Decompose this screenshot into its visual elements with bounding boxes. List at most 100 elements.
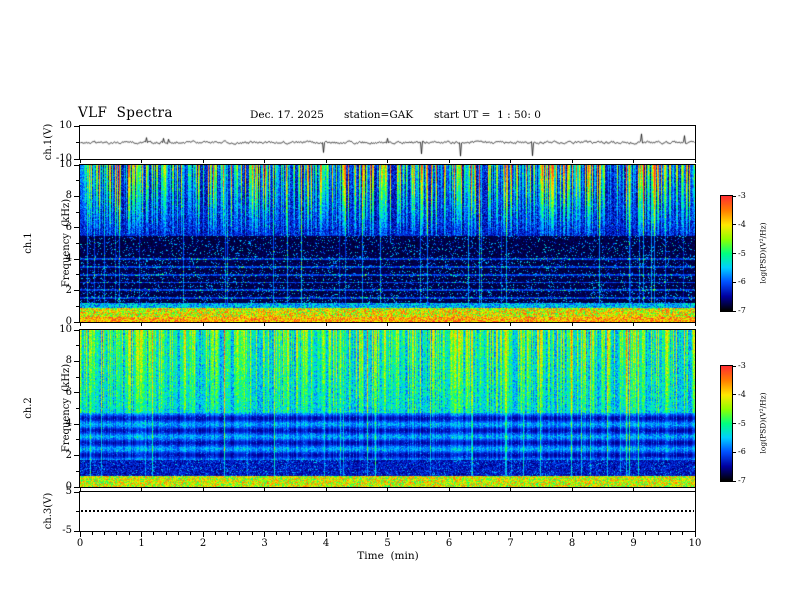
start-ut-label: start UT = 1 : 50: 0	[434, 109, 541, 121]
tick-mark	[510, 488, 511, 491]
tick-mark	[264, 323, 265, 326]
z-tick-label: -6	[738, 447, 746, 457]
tick-mark	[522, 532, 524, 535]
y-tick-label: 0	[65, 481, 72, 492]
tick-mark	[694, 532, 696, 537]
tick-mark	[202, 160, 204, 163]
z-tick-label: -4	[738, 389, 746, 399]
tick-mark	[165, 532, 167, 535]
x-tick-label: 8	[568, 538, 576, 549]
tick-mark	[177, 532, 179, 535]
tick-mark	[448, 488, 450, 491]
ch2-axis-label-line1: ch.2	[23, 397, 34, 419]
tick-mark	[76, 180, 79, 182]
tick-mark	[350, 532, 352, 535]
time-axis-label: Time (min)	[357, 550, 419, 562]
y-tick-label: -5	[62, 525, 72, 536]
date-label: Dec. 17. 2025	[250, 109, 324, 121]
tick-mark	[74, 530, 79, 532]
x-tick-label: 5	[384, 538, 391, 549]
tick-mark	[583, 532, 585, 535]
tick-mark	[633, 160, 634, 163]
tick-mark	[497, 532, 499, 535]
tick-mark	[325, 532, 327, 537]
tick-mark	[91, 532, 93, 535]
y-tick-label: 4	[65, 253, 72, 265]
z-tick-label: -7	[738, 306, 746, 315]
tick-mark	[733, 394, 736, 396]
z-tick-label: -6	[738, 277, 746, 287]
tick-mark	[337, 532, 339, 535]
tick-mark	[325, 160, 327, 163]
tick-mark	[448, 532, 450, 537]
tick-mark	[633, 488, 634, 491]
tick-mark	[325, 323, 327, 326]
tick-mark	[79, 488, 81, 491]
tick-mark	[485, 532, 487, 535]
tick-mark	[74, 258, 79, 260]
tick-mark	[76, 142, 79, 143]
y-tick-label: 5	[65, 486, 72, 497]
x-tick-label: 6	[445, 538, 453, 549]
tick-mark	[76, 345, 79, 347]
tick-mark	[76, 243, 79, 244]
z-tick-label: -3	[738, 361, 746, 370]
tick-mark	[76, 274, 79, 276]
tick-mark	[74, 486, 79, 488]
tick-mark	[202, 488, 204, 491]
tick-mark	[74, 392, 79, 394]
tick-mark	[74, 195, 79, 197]
tick-mark	[694, 160, 696, 163]
tick-mark	[153, 532, 155, 535]
z-tick-label: -5	[738, 418, 746, 428]
tick-mark	[202, 323, 204, 326]
tick-mark	[300, 532, 302, 535]
tick-mark	[76, 439, 79, 441]
tick-mark	[559, 532, 561, 535]
tick-mark	[313, 532, 315, 535]
tick-mark	[436, 532, 438, 535]
ch3-panel	[79, 491, 696, 532]
tick-mark	[669, 532, 671, 535]
y-tick-label: 0	[65, 316, 72, 327]
tick-mark	[251, 532, 253, 535]
tick-mark	[288, 532, 290, 535]
tick-mark	[190, 532, 192, 535]
tick-mark	[227, 532, 229, 535]
tick-mark	[448, 160, 450, 163]
tick-mark	[399, 532, 401, 535]
tick-mark	[141, 488, 142, 491]
tick-mark	[264, 160, 265, 163]
tick-mark	[510, 160, 511, 163]
ch1-colorbar	[720, 195, 733, 312]
tick-mark	[620, 532, 622, 535]
tick-mark	[387, 160, 388, 163]
tick-mark	[76, 511, 79, 512]
x-tick-label: 0	[76, 538, 84, 549]
tick-mark	[733, 281, 736, 283]
tick-mark	[76, 376, 79, 378]
tick-mark	[733, 451, 736, 453]
tick-mark	[374, 532, 376, 535]
tick-mark	[104, 532, 106, 535]
tick-mark	[733, 224, 736, 226]
tick-mark	[74, 227, 79, 229]
ch2-spectrogram-panel	[79, 329, 696, 488]
y-tick-label: 10	[59, 120, 72, 131]
tick-mark	[79, 160, 81, 163]
ch2-colorbar	[720, 365, 733, 482]
ch2-spectrogram-canvas	[80, 330, 695, 487]
tick-mark	[633, 532, 634, 537]
tick-mark	[362, 532, 364, 535]
y-tick-label: 2	[65, 284, 72, 296]
tick-mark	[116, 532, 118, 535]
tick-mark	[473, 532, 475, 535]
tick-mark	[264, 532, 265, 537]
x-tick-label: 10	[688, 538, 702, 549]
tick-mark	[74, 423, 79, 425]
tick-mark	[733, 195, 736, 197]
ch1-axis-label-line1: ch.1	[23, 232, 34, 254]
z-tick-label: -3	[738, 191, 746, 200]
tick-mark	[128, 532, 130, 535]
